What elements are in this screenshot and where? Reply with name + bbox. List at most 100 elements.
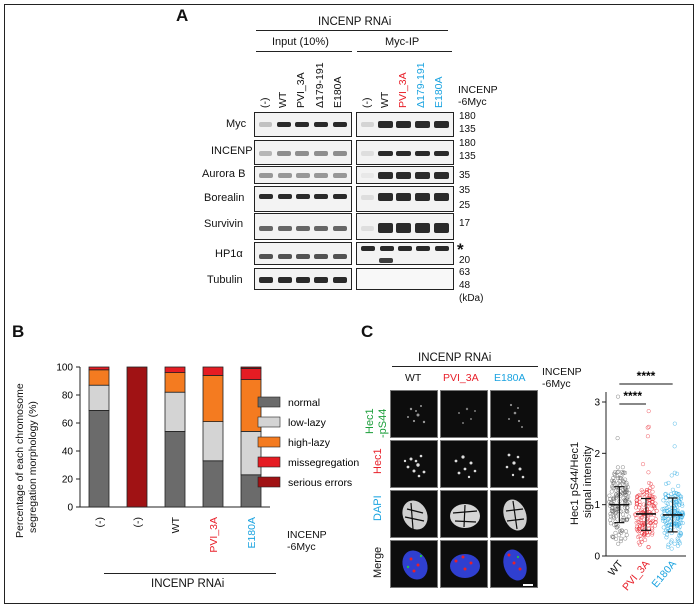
c-dot [679, 494, 684, 499]
b-bar-high-lazy [88, 369, 110, 386]
panel-b-group-rule [104, 573, 276, 574]
b-legend-swatch [257, 396, 281, 408]
b-xtick-label: WT [170, 516, 182, 533]
c-dot [634, 520, 639, 525]
c-dot [610, 484, 615, 489]
c-dot [619, 528, 624, 533]
panel-c-header: INCENP RNAi [418, 352, 492, 364]
c-dot [649, 500, 654, 505]
c-dot [637, 502, 643, 508]
mw-myc-1: 180 [459, 111, 476, 122]
row-label-myc: Myc [226, 118, 247, 130]
c-dot [634, 526, 639, 531]
c-dot [669, 546, 674, 551]
c-dot [607, 499, 612, 504]
lane-label-line1: INCENP [458, 84, 498, 96]
c-dot [646, 523, 651, 528]
row-label-tubulin: Tubulin [207, 274, 243, 286]
c-dot [611, 479, 616, 484]
panel-b-legend: normal low-lazy high-lazy missegregation ser… [257, 396, 359, 489]
c-dot [621, 470, 626, 475]
c-dot [666, 480, 671, 485]
panel-c-row-label-dapi: DAPI [372, 495, 384, 521]
panel-b-axis: 0 20 40 60 80 100 [56, 363, 270, 514]
c-dot [612, 473, 617, 478]
c-dot [678, 496, 683, 501]
c-dot [621, 471, 626, 476]
img-pvi-hec1 [440, 440, 488, 488]
c-dot [674, 522, 679, 527]
c-dot [654, 508, 659, 513]
b-xtick-label: E180A [246, 517, 258, 549]
c-ytick-label: 2 [594, 449, 600, 460]
blot-borealin-ip [356, 186, 454, 212]
c-dot [624, 532, 629, 538]
blot-survivin-input [254, 213, 352, 240]
b-ytick-label: 20 [62, 475, 74, 486]
blot-borealin-input [254, 186, 352, 212]
mw-hp1: 20 [459, 255, 471, 266]
b-bar-missegregation [164, 366, 186, 373]
c-dot [644, 487, 649, 493]
b-bar-normal [88, 410, 110, 508]
c-dot [649, 525, 654, 530]
panel-b-xlabels: (-) (-) WT PVI_3A E180A [94, 516, 258, 552]
c-dot [626, 490, 631, 495]
panel-c-row-label-hec1ps44-a: Hec1 [364, 408, 376, 434]
c-dot [612, 522, 617, 527]
c-dot [675, 536, 680, 541]
lane-ip-4: Δ179-191 [415, 62, 427, 108]
b-bar-low-lazy [202, 421, 224, 462]
c-dot [676, 483, 681, 489]
c-dot [607, 493, 612, 498]
panel-c-header-rule [392, 366, 538, 367]
blot-aurora-ip [356, 166, 454, 184]
panel-b-lane-label-1: INCENP [287, 529, 327, 541]
c-dot [636, 540, 641, 545]
img-e180a-merge [490, 540, 538, 588]
img-e180a-dapi [490, 490, 538, 538]
b-ytick-label: 60 [62, 419, 74, 430]
panel-c-letter: C [361, 322, 374, 341]
blot-aurora-input [254, 166, 352, 184]
c-dot [615, 394, 621, 399]
c-dot [610, 478, 615, 483]
c-ytick-label: 1 [594, 500, 600, 511]
c-dot [661, 525, 666, 530]
c-dots-WT [607, 394, 633, 546]
c-dot [648, 486, 653, 491]
c-dot [624, 505, 630, 510]
c-dot [640, 523, 645, 528]
c-dot [636, 534, 641, 540]
b-legend-label: low-lazy [288, 417, 327, 429]
panel-b-chart: 0 20 40 60 80 100 normal low-lazy high-lazy miss… [56, 363, 359, 553]
ip-rule [357, 51, 452, 52]
blot-survivin-ip [356, 213, 454, 240]
img-wt-hec1 [390, 440, 438, 488]
c-dot [672, 541, 677, 546]
c-dot [674, 502, 679, 507]
c-dot [622, 490, 628, 495]
c-xtick-label: PVI_3A [620, 558, 652, 593]
mw-myc-2: 135 [459, 124, 476, 135]
c-dot [635, 510, 640, 516]
panel-c-row-label-merge: Merge [372, 546, 384, 578]
c-dot [646, 544, 651, 550]
b-ytick-label: 0 [67, 503, 73, 514]
row-label-incenp: INCENP [211, 145, 253, 157]
b-legend-label: serious errors [288, 477, 352, 489]
b-legend-swatch [257, 476, 281, 488]
c-dot [623, 536, 628, 541]
c-dot [613, 530, 618, 535]
figure-frame [4, 4, 694, 604]
c-dot [666, 517, 671, 522]
mw-tubulin-1: 63 [459, 267, 471, 278]
input-rule [256, 51, 352, 52]
c-dot [614, 488, 619, 493]
c-dot [662, 530, 667, 535]
c-dot [672, 444, 677, 449]
c-dot [662, 519, 668, 524]
c-dot [664, 481, 669, 486]
c-sig-label-2: **** [623, 389, 642, 403]
b-legend-label: high-lazy [288, 437, 331, 449]
